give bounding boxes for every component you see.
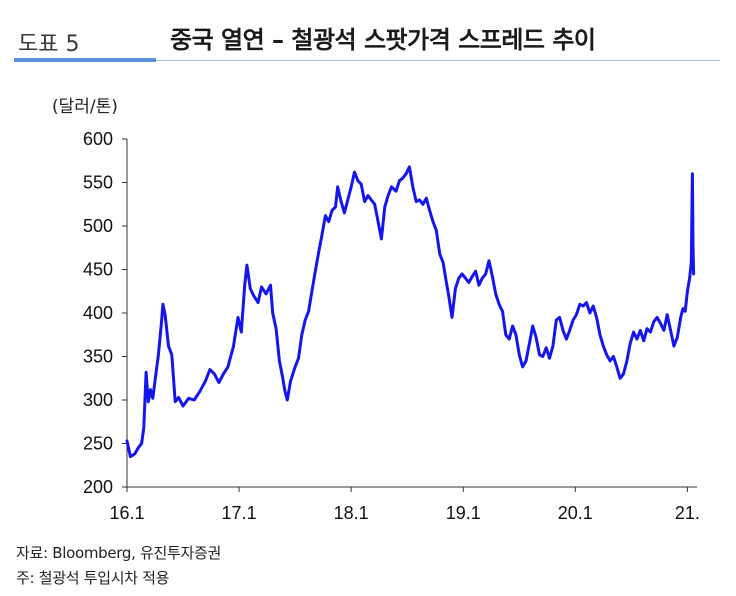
y-tick-label: 200 (83, 477, 113, 497)
x-tick-label: 18.1 (334, 503, 369, 523)
y-tick-label: 300 (83, 390, 113, 410)
y-tick-label: 450 (83, 260, 113, 280)
chart-series (125, 165, 696, 459)
x-tick-label: 20.1 (558, 503, 593, 523)
chart-title: 중국 열연 – 철광석 스팟가격 스프레드 추이 (170, 26, 596, 54)
header-rule-accent (14, 58, 156, 62)
x-tick-label: 16.1 (109, 503, 144, 523)
chart-axes (126, 139, 697, 488)
y-tick-label: 350 (83, 347, 113, 367)
source-note: 자료: Bloomberg, 유진투자증권 (16, 544, 222, 562)
footnote: 주: 철광석 투입시차 적용 (16, 569, 170, 587)
x-tick-label: 19.1 (446, 503, 481, 523)
y-tick-label: 550 (83, 173, 113, 193)
x-tick-label: 21. (675, 503, 700, 523)
spread-series-line (125, 165, 696, 459)
figure-number: 도표 5 (18, 32, 80, 57)
x-tick-label: 17.1 (222, 503, 257, 523)
y-tick-label: 400 (83, 303, 113, 323)
y-tick-label: 250 (83, 434, 113, 454)
y-tick-label: 600 (83, 129, 113, 149)
y-axis-unit-label: (달러/톤) (52, 97, 118, 117)
header-rule (156, 60, 720, 61)
chart-ticks: 200 250 300 350 400 450 500 550 600 16.1 17.1 18.1 1… (83, 129, 700, 523)
y-tick-label: 500 (83, 216, 113, 236)
